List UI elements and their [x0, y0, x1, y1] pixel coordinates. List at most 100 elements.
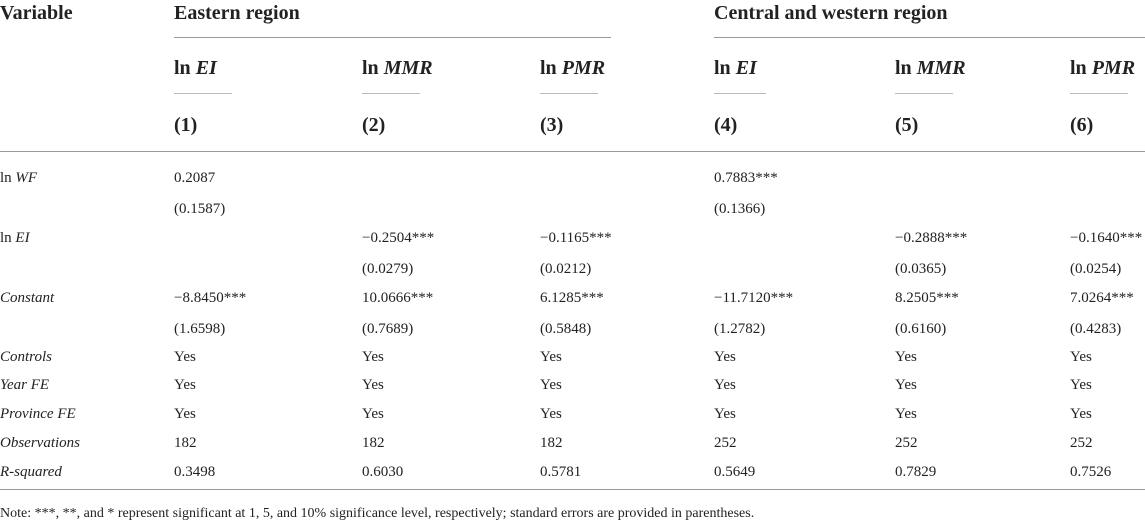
table-cell: Yes — [362, 377, 384, 393]
row-label-name: Year FE — [0, 377, 50, 393]
table-cell: Yes — [540, 349, 562, 365]
table-cell: Yes — [1070, 377, 1092, 393]
table-cell: 182 — [174, 435, 197, 451]
row-label-name: WF — [15, 170, 38, 186]
table-cell: 252 — [714, 435, 737, 451]
table-cell: (0.6160) — [895, 321, 947, 337]
table-cell: (0.5848) — [540, 321, 592, 337]
column-variable-name: EI — [195, 57, 217, 79]
table-cell: 0.6030 — [362, 464, 404, 480]
column-number-5: (5) — [895, 114, 919, 136]
row-label: ln WF — [0, 170, 37, 187]
table-cell: Yes — [895, 377, 917, 393]
column-variable-name: MMR — [916, 57, 966, 79]
row-label-name: Observations — [0, 435, 80, 451]
table-cell: 0.5649 — [714, 464, 756, 480]
table-cell: −0.2888*** — [895, 230, 968, 246]
table-cell: Yes — [895, 406, 917, 422]
row-label-name: Controls — [0, 349, 52, 365]
column-number-1: (1) — [174, 114, 198, 136]
table-cell: (0.0254) — [1070, 261, 1122, 277]
column-variable-prefix: ln — [174, 57, 196, 79]
table-cell: Yes — [540, 406, 562, 422]
column-variable-prefix: ln — [1070, 57, 1092, 79]
table-cell: Yes — [895, 349, 917, 365]
col-underline-5 — [895, 93, 953, 94]
table-cell: Yes — [1070, 349, 1092, 365]
row-label-name: R-squared — [0, 464, 62, 480]
column-variable-5: ln MMR — [895, 57, 966, 80]
column-variable-name: EI — [735, 57, 757, 79]
col-underline-4 — [714, 93, 766, 94]
row-label: Observations — [0, 435, 80, 452]
table-cell: Yes — [174, 349, 196, 365]
column-variable-name: PMR — [1091, 57, 1136, 79]
table-cell: −11.7120*** — [714, 290, 794, 306]
table-cell: (1.6598) — [174, 321, 226, 337]
col-underline-1 — [174, 93, 232, 94]
row-label: Constant — [0, 290, 54, 307]
table-cell: (0.0279) — [362, 261, 414, 277]
table-cell: 7.0264*** — [1070, 290, 1134, 306]
table-cell: 252 — [1070, 435, 1093, 451]
column-variable-3: ln PMR — [540, 57, 605, 80]
column-variable-prefix: ln — [714, 57, 736, 79]
header-eastern-region: Eastern region — [174, 2, 300, 24]
table-cell: 0.3498 — [174, 464, 216, 480]
table-cell: −0.1640*** — [1070, 230, 1143, 246]
table-cell: 182 — [540, 435, 563, 451]
table-cell: Yes — [540, 377, 562, 393]
table-cell: Yes — [174, 406, 196, 422]
row-label: Year FE — [0, 377, 49, 394]
column-number-4: (4) — [714, 114, 738, 136]
col-underline-3 — [540, 93, 598, 94]
table-cell: Yes — [362, 406, 384, 422]
table-cell: 182 — [362, 435, 385, 451]
table-cell: Yes — [714, 406, 736, 422]
table-cell: Yes — [714, 377, 736, 393]
table-cell: (0.1366) — [714, 201, 766, 217]
table-cell: Yes — [714, 349, 736, 365]
table-cell: 10.0666*** — [362, 290, 434, 306]
header-variable: Variable — [0, 2, 73, 24]
row-label: Province FE — [0, 406, 76, 423]
spanner-line-central — [714, 37, 1145, 38]
header-central-western-region: Central and western region — [714, 2, 948, 24]
table-cell: 0.7526 — [1070, 464, 1112, 480]
table-cell: (0.0212) — [540, 261, 592, 277]
table-cell: −0.2504*** — [362, 230, 435, 246]
table-cell: Yes — [362, 349, 384, 365]
table-cell: −0.1165*** — [540, 230, 612, 246]
table-cell: 0.2087 — [174, 170, 216, 186]
row-label-prefix: ln — [0, 230, 16, 246]
column-variable-1: ln EI — [174, 57, 217, 80]
table-cell: 0.7883*** — [714, 170, 778, 186]
table-cell: −8.8450*** — [174, 290, 247, 306]
table-cell: (1.2782) — [714, 321, 766, 337]
table-cell: 0.5781 — [540, 464, 582, 480]
table-cell: 8.2505*** — [895, 290, 959, 306]
column-variable-2: ln MMR — [362, 57, 433, 80]
row-label-name: Province FE — [0, 406, 76, 422]
row-label-name: EI — [15, 230, 30, 246]
table-cell: Yes — [174, 377, 196, 393]
header-bottom-rule — [0, 151, 1145, 152]
table-bottom-rule — [0, 489, 1145, 490]
table-cell: 6.1285*** — [540, 290, 604, 306]
column-variable-name: PMR — [561, 57, 606, 79]
column-variable-6: ln PMR — [1070, 57, 1135, 80]
table-cell: 0.7829 — [895, 464, 937, 480]
row-label-prefix: ln — [0, 170, 16, 186]
row-label: ln EI — [0, 230, 30, 247]
column-number-3: (3) — [540, 114, 564, 136]
column-variable-prefix: ln — [540, 57, 562, 79]
col-underline-6 — [1070, 93, 1128, 94]
table-note: Note: ***, **, and * represent significa… — [0, 506, 755, 521]
column-variable-prefix: ln — [895, 57, 917, 79]
col-underline-2 — [362, 93, 420, 94]
table-cell: Yes — [1070, 406, 1092, 422]
table-cell: 252 — [895, 435, 918, 451]
table-cell: (0.4283) — [1070, 321, 1122, 337]
column-variable-name: MMR — [383, 57, 433, 79]
table-cell: (0.7689) — [362, 321, 414, 337]
